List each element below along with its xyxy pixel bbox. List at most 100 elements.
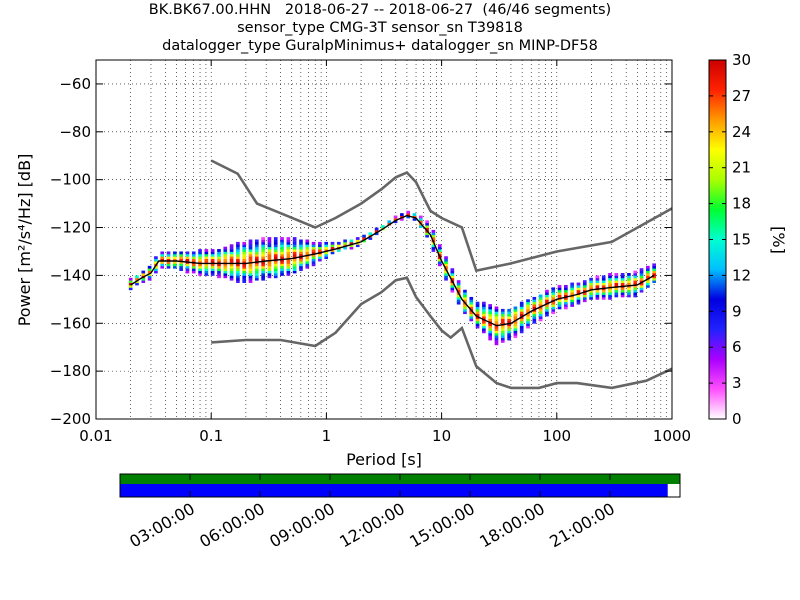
density-cell (299, 263, 303, 267)
density-cell (204, 270, 209, 274)
density-cell (179, 253, 183, 257)
density-cell (229, 249, 234, 252)
density-cell (154, 265, 158, 269)
density-cell (261, 258, 265, 262)
density-cell (519, 330, 524, 334)
density-cell (166, 253, 171, 257)
density-cell (280, 263, 284, 267)
density-cell (236, 256, 240, 260)
density-cell (254, 277, 259, 281)
density-cell (475, 306, 480, 310)
density-cell (273, 268, 278, 272)
density-cell (273, 265, 278, 269)
density-cell (595, 282, 600, 286)
chart-title-line-1: BK.BK67.00.HHN 2018-06-27 -- 2018-06-27 … (148, 2, 612, 18)
density-cell (236, 244, 240, 248)
density-cell (299, 239, 303, 243)
density-cell (273, 256, 278, 260)
density-cell (336, 244, 341, 248)
density-cell (210, 273, 215, 276)
density-cell (545, 289, 549, 293)
density-cell (488, 308, 492, 312)
density-cell (204, 261, 209, 264)
density-cell (564, 296, 568, 300)
density-cell (267, 239, 272, 243)
density-cell (223, 263, 228, 267)
density-cell (456, 294, 461, 298)
density-cell (273, 237, 278, 240)
density-cell (204, 273, 209, 276)
density-cell (519, 311, 524, 315)
density-cell (620, 294, 625, 298)
density-cell (236, 265, 240, 269)
density-cell (633, 284, 638, 288)
density-cell (267, 275, 272, 279)
density-cell (191, 270, 196, 274)
density-cell (437, 249, 442, 252)
density-cell (633, 273, 638, 276)
density-cell (425, 227, 429, 231)
density-cell (261, 268, 265, 272)
density-cell (494, 337, 499, 341)
density-cell (261, 277, 265, 281)
density-cell (608, 287, 612, 291)
density-cell (128, 284, 133, 288)
density-cell (538, 299, 543, 303)
density-cell (513, 323, 518, 327)
density-cell (223, 258, 228, 262)
density-cell (229, 268, 234, 272)
density-cell (173, 253, 177, 257)
density-cell (374, 232, 379, 236)
density-cell (627, 289, 631, 293)
density-cell (437, 261, 442, 264)
density-cell (500, 313, 505, 317)
density-cell (349, 241, 354, 245)
density-cell (248, 249, 253, 252)
density-cell (431, 229, 436, 233)
density-cell (513, 306, 518, 310)
density-cell (254, 244, 259, 248)
density-cell (311, 251, 316, 255)
density-cell (482, 323, 486, 327)
density-cell (494, 308, 499, 312)
density-cell (450, 287, 455, 291)
density-cell (564, 284, 568, 288)
density-cell (519, 328, 524, 331)
density-cell (551, 289, 556, 293)
density-cell (179, 258, 183, 262)
density-cell (507, 320, 511, 324)
timeline-tick-label: 06:00:00 (196, 499, 268, 551)
density-cell (431, 234, 436, 238)
density-cell (299, 256, 303, 260)
density-cell (223, 249, 228, 252)
grid-lines (96, 60, 672, 419)
density-cell (614, 275, 619, 279)
density-cell (330, 251, 335, 255)
density-cell (204, 251, 209, 255)
density-cell (620, 280, 625, 283)
density-cell (299, 246, 303, 250)
density-cell (431, 246, 436, 250)
density-cell (463, 304, 467, 307)
density-cell (299, 244, 303, 248)
density-cell (242, 277, 247, 281)
density-cell (532, 313, 537, 317)
density-cell (633, 270, 638, 274)
density-cell (135, 275, 139, 279)
density-cell (229, 263, 234, 267)
median-curve-group (130, 214, 655, 327)
density-cell (147, 277, 152, 281)
density-cell (595, 280, 600, 283)
density-cell (500, 335, 505, 339)
density-cell (311, 256, 316, 260)
density-cell (286, 244, 291, 248)
density-cell (532, 318, 537, 322)
density-cell (336, 249, 341, 252)
x-axis-ticks: 0.01 0.1 1 10 100 1000 (79, 60, 691, 445)
density-cell (267, 237, 272, 240)
timeline-tick-label: 18:00:00 (476, 499, 548, 551)
density-cell (620, 273, 625, 276)
density-cell (494, 306, 499, 310)
density-cell (368, 232, 373, 236)
